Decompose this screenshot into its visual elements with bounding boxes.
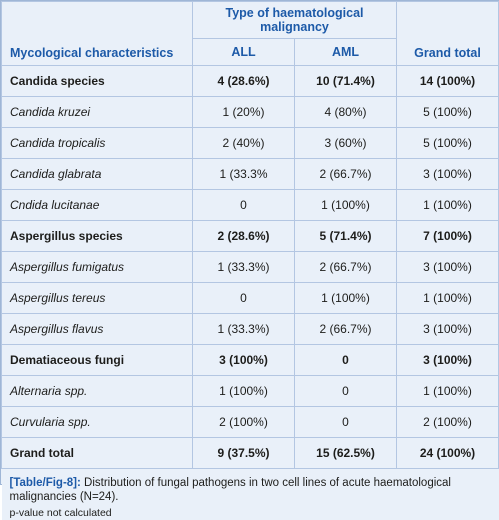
all-value: 2 (28.6%) <box>192 220 295 252</box>
total-value: 7 (100%) <box>396 220 499 252</box>
aml-value: 2 (66.7%) <box>294 313 397 345</box>
aml-value: 0 <box>294 344 397 376</box>
all-value: 0 <box>192 189 295 221</box>
all-value: 4 (28.6%) <box>192 65 295 97</box>
table-row: Candida glabrata 1 (33.3% 2 (66.7%) 3 (100%… <box>1 158 499 190</box>
table-row: Aspergillus flavus 1 (33.3%) 2 (66.7%) 3 (1… <box>1 313 499 345</box>
row-header-label: Mycological characteristics <box>1 1 193 66</box>
all-value: 1 (33.3%) <box>192 313 295 345</box>
table-row: Candida species 4 (28.6%) 10 (71.4%) 14 (10… <box>1 65 499 97</box>
row-label: Candida tropicalis <box>1 127 193 159</box>
row-label: Aspergillus tereus <box>1 282 193 314</box>
total-value: 3 (100%) <box>396 313 499 345</box>
all-value: 0 <box>192 282 295 314</box>
total-value: 1 (100%) <box>396 375 499 407</box>
total-value: 5 (100%) <box>396 127 499 159</box>
table-row: Grand total 9 (37.5%) 15 (62.5%) 24 (100%) <box>1 437 499 469</box>
aml-value: 4 (80%) <box>294 96 397 128</box>
table-row: Aspergillus species 2 (28.6%) 5 (71.4%) 7 (… <box>1 220 499 252</box>
total-value: 24 (100%) <box>396 437 499 469</box>
caption-note: p-value not calculated <box>9 506 112 519</box>
all-value: 9 (37.5%) <box>192 437 295 469</box>
aml-value: 0 <box>294 406 397 438</box>
total-value: 3 (100%) <box>396 158 499 190</box>
all-value: 1 (33.3% <box>192 158 295 190</box>
table-row: Aspergillus fumigatus 1 (33.3%) 2 (66.7%) 3… <box>1 251 499 283</box>
all-value: 2 (100%) <box>192 406 295 438</box>
table-row: Cndida lucitanae 0 1 (100%) 1 (100%) <box>1 189 499 221</box>
table-row: Candida kruzei 1 (20%) 4 (80%) 5 (100%) <box>1 96 499 128</box>
total-value: 1 (100%) <box>396 282 499 314</box>
total-value: 2 (100%) <box>396 406 499 438</box>
aml-value: 1 (100%) <box>294 282 397 314</box>
all-value: 1 (100%) <box>192 375 295 407</box>
row-label: Candida kruzei <box>1 96 193 128</box>
total-value: 14 (100%) <box>396 65 499 97</box>
row-label: Candida species <box>1 65 193 97</box>
all-column-header: ALL <box>192 38 295 66</box>
row-label: Aspergillus species <box>1 220 193 252</box>
row-label: Aspergillus fumigatus <box>1 251 193 283</box>
caption-label: [Table/Fig-8]: <box>9 477 81 489</box>
aml-value: 5 (71.4%) <box>294 220 397 252</box>
all-value: 1 (20%) <box>192 96 295 128</box>
table-row: Curvularia spp. 2 (100%) 0 2 (100%) <box>1 406 499 438</box>
aml-value: 2 (66.7%) <box>294 251 397 283</box>
row-label: Cndida lucitanae <box>1 189 193 221</box>
table-row: Aspergillus tereus 0 1 (100%) 1 (100%) <box>1 282 499 314</box>
total-value: 5 (100%) <box>396 96 499 128</box>
total-value: 1 (100%) <box>396 189 499 221</box>
aml-value: 10 (71.4%) <box>294 65 397 97</box>
all-value: 3 (100%) <box>192 344 295 376</box>
aml-value: 2 (66.7%) <box>294 158 397 190</box>
total-value: 3 (100%) <box>396 344 499 376</box>
table-caption: [Table/Fig-8]: Distribution of fungal pa… <box>1 468 499 520</box>
row-label: Dematiaceous fungi <box>1 344 193 376</box>
row-label: Candida glabrata <box>1 158 193 190</box>
aml-value: 15 (62.5%) <box>294 437 397 469</box>
table-row: Candida tropicalis 2 (40%) 3 (60%) 5 (100%) <box>1 127 499 159</box>
total-value: 3 (100%) <box>396 251 499 283</box>
aml-value: 0 <box>294 375 397 407</box>
table-row: Alternaria spp. 1 (100%) 0 1 (100%) <box>1 375 499 407</box>
table-row: Dematiaceous fungi 3 (100%) 0 3 (100%) <box>1 344 499 376</box>
row-label: Curvularia spp. <box>1 406 193 438</box>
malignancy-group-header: Type of haematological malignancy <box>192 1 397 39</box>
aml-value: 1 (100%) <box>294 189 397 221</box>
row-label: Alternaria spp. <box>1 375 193 407</box>
row-label: Aspergillus flavus <box>1 313 193 345</box>
grand-total-header: Grand total <box>396 1 499 66</box>
all-value: 2 (40%) <box>192 127 295 159</box>
aml-column-header: AML <box>294 38 397 66</box>
all-value: 1 (33.3%) <box>192 251 295 283</box>
row-label: Grand total <box>1 437 193 469</box>
table-body: Candida species 4 (28.6%) 10 (71.4%) 14 (10… <box>1 65 499 469</box>
aml-value: 3 (60%) <box>294 127 397 159</box>
